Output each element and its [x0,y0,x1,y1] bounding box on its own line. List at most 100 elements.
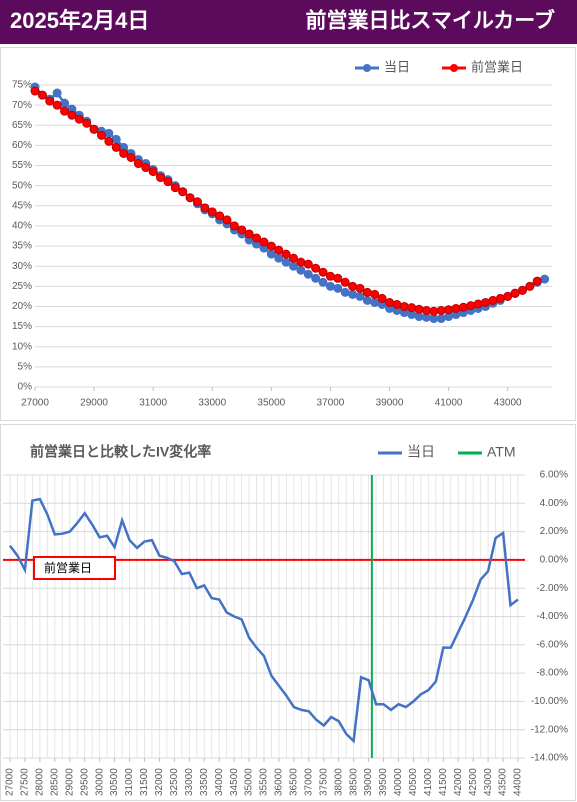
x-tick-label: 29500 [79,768,90,796]
y-tick-label: 60% [12,140,32,151]
x-tick-label: 32500 [169,768,180,796]
marker [348,281,358,291]
y-tick-label: 50% [12,180,32,191]
marker [252,233,262,243]
x-tick-label: 34500 [229,768,240,796]
x-tick-label: 37000 [303,768,314,796]
y-tick-label: 20% [12,301,32,312]
marker [392,299,402,309]
y-tick-label: -4.00% [536,611,568,622]
marker [429,306,439,316]
y-tick-label: 25% [12,281,32,292]
marker [148,167,158,177]
y-tick-label: 70% [12,100,32,111]
marker [488,295,498,305]
marker [340,287,350,297]
x-tick-label: 40000 [393,768,404,796]
x-tick-label: 33500 [199,768,210,796]
marker [126,152,136,162]
x-tick-label: 43500 [498,768,509,796]
marker [318,267,328,277]
y-tick-label: 4.00% [540,498,568,509]
x-tick-label: 30000 [94,768,105,796]
header-date: 2025年2月4日 [10,8,149,33]
marker [82,118,92,128]
marker [259,237,269,247]
x-tick-label: 43000 [483,768,494,796]
marker [207,207,217,217]
header-bar [0,0,577,44]
x-tick-label: 33000 [198,398,226,409]
marker [266,249,276,259]
x-tick-label: 28500 [49,768,60,796]
y-tick-label: 10% [12,341,32,352]
x-tick-label: 27000 [21,398,49,409]
marker [311,273,321,283]
marker [281,257,291,267]
marker [311,263,321,273]
x-tick-label: 34000 [214,768,225,796]
marker [473,299,483,309]
legend-label: 前営業日 [471,59,523,74]
marker [60,106,70,116]
marker [436,314,446,324]
marker [60,98,70,108]
marker [52,88,62,98]
y-tick-label: -8.00% [536,668,568,679]
marker [281,249,291,259]
marker [421,305,431,315]
marker [111,142,121,152]
marker [274,253,284,263]
y-tick-label: 40% [12,221,32,232]
marker [215,211,225,221]
x-tick-label: 37000 [317,398,345,409]
x-tick-label: 29000 [80,398,108,409]
marker [362,295,372,305]
x-tick-label: 39500 [378,768,389,796]
marker [74,114,84,124]
marker [89,124,99,134]
x-tick-label: 29000 [64,768,75,796]
marker [104,136,114,146]
marker [370,289,380,299]
marker [237,225,247,235]
marker [436,305,446,315]
marker [229,221,239,231]
marker [517,285,527,295]
chart2-frame [0,424,576,801]
y-tick-label: 35% [12,241,32,252]
x-tick-label: 32000 [154,768,165,796]
marker [325,271,335,281]
marker [52,100,62,110]
marker [385,297,395,307]
x-tick-label: 30500 [109,768,120,796]
marker [296,257,306,267]
legend-label: 当日 [384,59,410,74]
x-tick-label: 40500 [408,768,419,796]
marker [325,281,335,291]
marker [289,253,298,263]
y-tick-label: 0.00% [540,555,568,566]
marker [333,273,343,283]
y-tick-label: -10.00% [531,696,568,707]
marker [119,148,129,158]
marker [355,283,365,293]
marker [141,163,151,173]
legend-marker [450,64,458,72]
x-tick-label: 41000 [435,398,463,409]
marker [37,90,47,100]
chart1-frame [0,47,576,421]
marker [510,288,520,298]
y-tick-label: 75% [12,80,32,91]
marker [163,177,173,187]
marker [444,305,454,315]
x-tick-label: 35500 [259,768,270,796]
y-tick-label: -14.00% [531,753,568,764]
x-tick-label: 27500 [20,768,31,796]
marker [503,291,513,301]
header-title: 前営業日比スマイルカーブ [306,9,555,33]
x-tick-label: 27000 [5,768,16,796]
marker [377,293,387,303]
y-tick-label: 0% [18,382,33,393]
